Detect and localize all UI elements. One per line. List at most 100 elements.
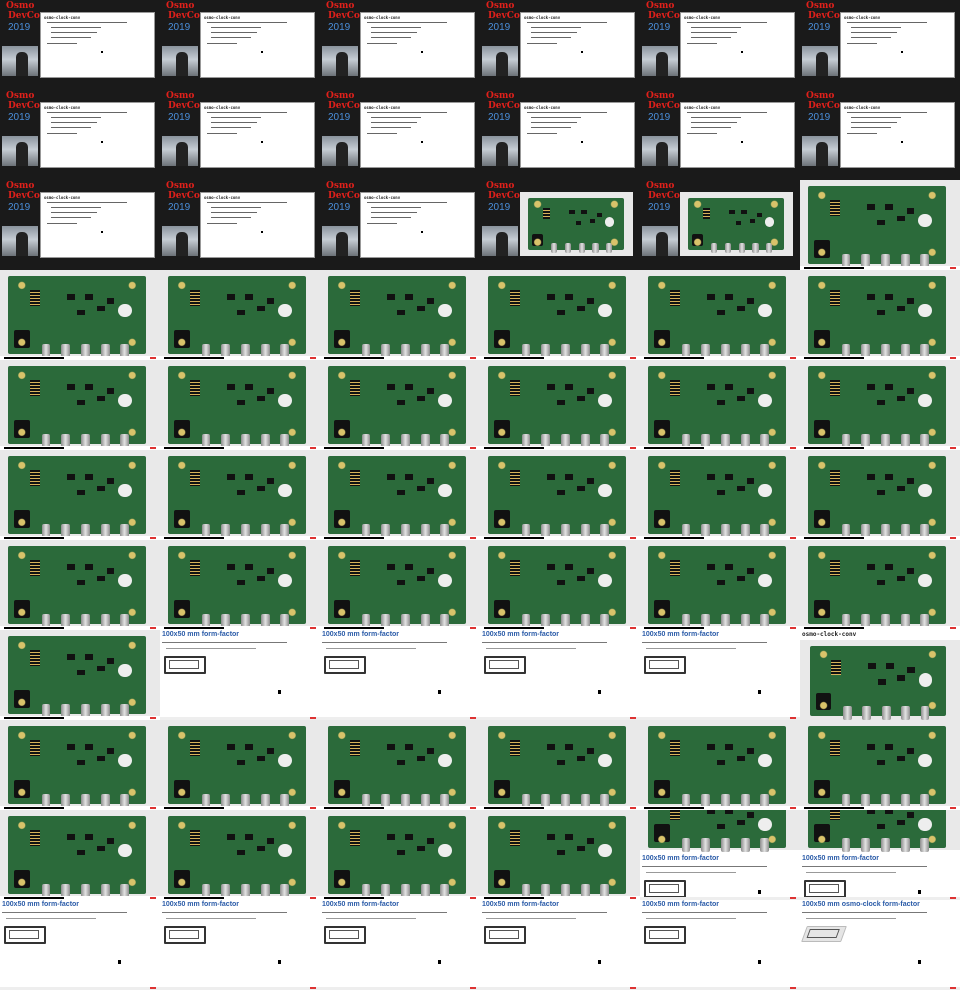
slide-heading: 100x50 mm form-factor [802, 855, 880, 862]
ic-chip [564, 743, 573, 750]
ic-chip [77, 759, 85, 766]
ic-chip [736, 575, 745, 582]
ic-chip [227, 473, 236, 480]
ic-chip [397, 489, 405, 496]
mouse-cursor [758, 690, 761, 694]
power-jack [493, 600, 510, 619]
slide-text-line [847, 133, 877, 134]
pcb-board [328, 726, 466, 808]
slide-text-line [371, 217, 411, 218]
video-progress-bar [480, 987, 640, 990]
speaker-camera [162, 46, 198, 76]
video-frame-thumbnail: Osmo DevCon 2019 osmo-clock-conv [640, 0, 800, 90]
ic-chip [96, 755, 105, 762]
video-frame-thumbnail: Osmo DevCon 2019 osmo-clock-conv [800, 0, 960, 90]
slide-title: osmo-clock-conv [802, 631, 857, 638]
slide-preview: osmo-clock-conv [520, 12, 635, 78]
slide-text-line [47, 133, 77, 134]
ic-chip [266, 837, 275, 844]
logo-gear [118, 303, 133, 318]
pin-header [669, 739, 680, 756]
logo-gear [438, 393, 453, 408]
slide-heading: 100x50 mm form-factor [482, 631, 560, 638]
slide-preview: osmo-clock-conv [520, 102, 635, 168]
ic-chip [67, 653, 76, 660]
ic-chip [256, 755, 265, 762]
video-frame-thumbnail [0, 360, 160, 450]
ic-chip [227, 833, 236, 840]
ic-chip [266, 477, 275, 484]
logo-gear [118, 393, 133, 408]
video-frame-thumbnail [480, 540, 640, 630]
video-progress-bar [320, 356, 480, 360]
mouse-cursor [261, 231, 263, 233]
video-frame-thumbnail [800, 450, 960, 540]
pin-header [829, 379, 840, 396]
slide-text-line [527, 133, 557, 134]
logo-osmo-text: Osmo [646, 91, 675, 101]
pin-header [831, 659, 842, 676]
ic-chip [84, 833, 93, 840]
video-progress-bar [800, 987, 960, 990]
power-jack [653, 510, 670, 529]
ic-chip [724, 743, 733, 750]
ic-chip [404, 293, 413, 300]
ic-chip [77, 489, 85, 496]
video-progress-bar [320, 987, 480, 990]
ic-chip [877, 309, 885, 316]
video-progress-bar [0, 896, 160, 900]
slide-text-line [47, 202, 127, 203]
video-frame-thumbnail: 100x50 mm form-factor [480, 630, 640, 720]
video-progress-bar [320, 806, 480, 810]
ic-chip [96, 665, 105, 672]
logo-gear [918, 753, 933, 768]
video-frame-thumbnail [480, 450, 640, 540]
ic-chip [586, 387, 595, 394]
slide-text-line [486, 648, 576, 649]
bnc-connector [551, 243, 558, 253]
ic-chip [244, 563, 253, 570]
logo-gear [278, 753, 293, 768]
logo-gear [598, 843, 613, 858]
pin-header [703, 207, 710, 219]
speaker-camera [2, 46, 38, 76]
video-progress-bar [160, 717, 320, 720]
video-progress-bar [800, 897, 960, 900]
slide-text-line [531, 127, 571, 128]
video-progress-bar [0, 536, 160, 540]
ic-chip [256, 485, 265, 492]
mouse-cursor [101, 51, 103, 53]
ic-chip [896, 395, 905, 402]
speaker-camera [162, 136, 198, 166]
video-progress-bar [800, 806, 960, 810]
video-progress-bar [640, 806, 800, 810]
pcb-board [528, 198, 624, 253]
speaker [656, 52, 668, 76]
logo-osmo-text: Osmo [6, 181, 35, 191]
ic-chip [387, 563, 396, 570]
pcb-board [808, 546, 946, 628]
bnc-connector [681, 838, 691, 852]
ic-chip [84, 563, 93, 570]
pcb-board [8, 726, 146, 808]
ic-chip [867, 810, 876, 814]
pcb-board [808, 726, 946, 808]
logo-gear [278, 483, 293, 498]
ic-chip [729, 210, 735, 215]
logo-gear [598, 393, 613, 408]
power-jack [333, 600, 350, 619]
video-frame-thumbnail: Osmo DevCon 2019 [640, 180, 800, 270]
slide-text-line [642, 866, 767, 867]
logo-gear [598, 483, 613, 498]
logo-osmo-text: Osmo [326, 181, 355, 191]
mouse-cursor [421, 231, 423, 233]
slide-heading: 100x50 mm form-factor [642, 855, 720, 862]
ic-chip [106, 387, 115, 394]
ic-chip [557, 489, 565, 496]
speaker-camera [482, 136, 518, 166]
ic-chip [256, 845, 265, 852]
slide-title: osmo-clock-conv [44, 105, 81, 110]
slide-text-line [207, 223, 237, 224]
logo-gear [598, 303, 613, 318]
logo-gear [278, 573, 293, 588]
